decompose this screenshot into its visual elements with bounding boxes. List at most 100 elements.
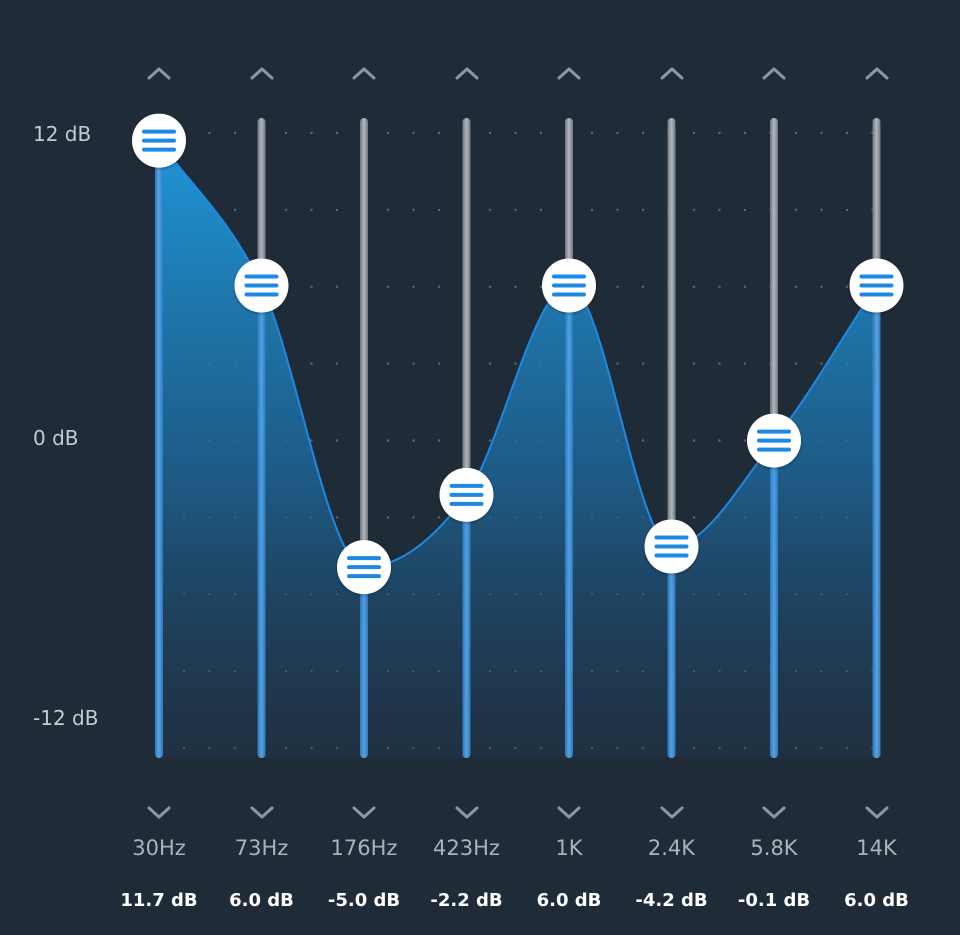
grid-dot	[616, 208, 619, 212]
gain-up-button-73hz[interactable]	[242, 58, 282, 88]
gain-up-button-176hz[interactable]	[344, 58, 384, 88]
menu-line	[859, 283, 894, 288]
gain-up-button-423hz[interactable]	[447, 58, 487, 88]
gain-down-button-73hz[interactable]	[242, 798, 282, 828]
grid-dot	[437, 131, 441, 135]
response-curve-fill	[159, 140, 877, 759]
menu-line	[347, 574, 381, 579]
grid-dot	[794, 362, 798, 365]
grid-dot	[641, 131, 645, 135]
slider-knob-176hz[interactable]	[337, 540, 391, 595]
grid-dot	[539, 208, 543, 212]
grid-dot	[412, 131, 415, 135]
slider-knob-423hz[interactable]	[439, 467, 494, 522]
gain-down-button-1k[interactable]	[549, 798, 589, 828]
gain-up-button-14k[interactable]	[857, 58, 897, 88]
slider-track-active	[462, 494, 471, 758]
slider-knob-73hz[interactable]	[234, 258, 289, 313]
grid-dot	[718, 362, 721, 365]
slider-active-tracks	[155, 140, 881, 758]
chevron-up-icon	[865, 67, 888, 80]
grid-dot	[488, 285, 492, 288]
gain-down-button-2.4k[interactable]	[652, 798, 692, 828]
grid-dot	[488, 131, 492, 135]
grid-dot	[310, 362, 313, 365]
band-gain-label: -0.1 dB	[737, 890, 811, 911]
menu-line	[347, 556, 381, 561]
grid-dot	[437, 516, 441, 519]
grid-dot	[437, 362, 441, 365]
grid-dot	[692, 285, 696, 288]
menu-line	[552, 292, 586, 297]
grid-dot	[488, 362, 492, 365]
slider-knobs	[132, 113, 904, 595]
grid-dot	[335, 208, 339, 212]
grid-dot	[284, 208, 288, 212]
grid-dot	[233, 208, 237, 212]
gain-up-button-1k[interactable]	[549, 58, 589, 88]
grid-dot	[488, 439, 492, 442]
menu-line	[244, 292, 279, 297]
grid-dot	[845, 285, 849, 288]
grid-dot	[794, 131, 798, 135]
grid-dot	[310, 285, 313, 288]
grid-dot	[335, 362, 339, 365]
gain-down-button-5.8k[interactable]	[754, 798, 794, 828]
menu-line	[757, 438, 791, 443]
grid-dot	[743, 131, 747, 135]
chevron-down-icon	[660, 806, 683, 819]
slider-knob-1k[interactable]	[542, 258, 596, 313]
grid-dot	[386, 362, 390, 365]
grid-dot	[641, 285, 645, 288]
gain-down-button-423hz[interactable]	[447, 798, 487, 828]
grid-dot	[590, 131, 594, 135]
response-curve-line	[158, 140, 878, 569]
grid-dot	[718, 439, 721, 442]
slider-track-active	[155, 140, 163, 758]
grid-dot	[845, 208, 849, 212]
slider-knob-30hz[interactable]	[132, 113, 186, 168]
grid-dot	[616, 131, 619, 135]
menu-line	[552, 283, 586, 288]
band-gain-label: 11.7 dB	[120, 890, 198, 911]
grid-dot	[743, 362, 747, 365]
band-frequency-label: 30Hz	[132, 836, 186, 860]
menu-lines-icon	[757, 429, 791, 452]
grid-dot	[590, 208, 594, 212]
band-frequency-label: 423Hz	[433, 836, 500, 860]
gain-up-button-2.4k[interactable]	[652, 58, 692, 88]
menu-line	[244, 283, 279, 288]
gain-down-button-30hz[interactable]	[139, 798, 179, 828]
grid-dot	[692, 131, 696, 135]
chevron-down-icon	[557, 806, 581, 819]
grid-dot	[514, 208, 517, 212]
slider-knob-14k[interactable]	[849, 258, 904, 313]
grid-dot	[820, 362, 823, 365]
grid-dot	[743, 208, 747, 212]
band-gain-label: -2.2 dB	[430, 890, 503, 911]
grid-dot	[820, 208, 823, 212]
chevron-down-icon	[762, 806, 786, 819]
slider-knob-2.4k[interactable]	[644, 519, 699, 574]
gain-down-button-14k[interactable]	[857, 798, 897, 828]
menu-line	[654, 553, 689, 558]
menu-line	[244, 274, 279, 279]
menu-line	[449, 492, 484, 497]
grid-dot	[514, 362, 517, 365]
slider-knob-5.8k[interactable]	[747, 413, 801, 468]
menu-lines-icon	[859, 274, 894, 297]
grid-dot	[692, 208, 696, 212]
grid-dot	[718, 208, 721, 212]
gain-up-button-5.8k[interactable]	[754, 58, 794, 88]
gain-up-button-30hz[interactable]	[139, 58, 179, 88]
menu-lines-icon	[142, 129, 176, 152]
grid-dot	[437, 208, 441, 212]
grid-dot	[284, 131, 288, 135]
menu-line	[449, 501, 484, 506]
grid-dot	[718, 131, 721, 135]
gain-down-button-176hz[interactable]	[344, 798, 384, 828]
band-gain-label: 6.0 dB	[536, 890, 602, 911]
grid-dot	[641, 362, 645, 365]
chevron-up-icon	[455, 67, 478, 80]
